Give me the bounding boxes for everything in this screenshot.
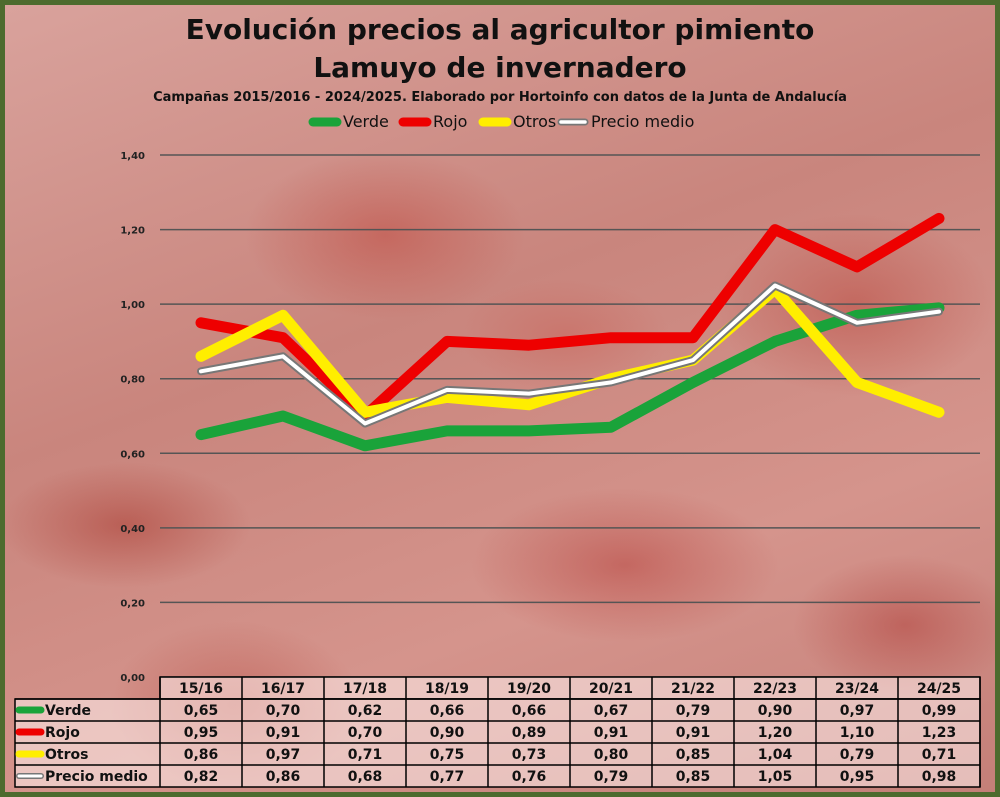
x-category-label: 17/18 — [343, 681, 387, 697]
data-label: 0,85 — [676, 747, 711, 763]
data-label: 1,23 — [922, 725, 957, 741]
data-label: 0,71 — [922, 747, 957, 763]
data-label: 0,86 — [266, 769, 301, 785]
y-tick-label: 1,20 — [120, 226, 145, 237]
data-label: 0,68 — [348, 769, 383, 785]
data-label: 1,04 — [758, 747, 793, 763]
data-label: 0,79 — [676, 703, 711, 719]
data-label: 0,70 — [266, 703, 301, 719]
data-label: 0,90 — [758, 703, 793, 719]
y-tick-label: 0,40 — [120, 524, 145, 535]
data-label: 0,66 — [512, 703, 547, 719]
data-label: 0,65 — [184, 703, 219, 719]
legend-label: Verde — [343, 112, 389, 131]
data-label: 0,90 — [430, 725, 465, 741]
data-label: 0,97 — [840, 703, 875, 719]
x-category-label: 24/25 — [917, 681, 961, 697]
y-tick-label: 0,60 — [120, 449, 145, 460]
series-line-rojo — [195, 212, 945, 422]
data-label: 0,99 — [922, 703, 957, 719]
x-category-label: 16/17 — [261, 681, 305, 697]
chart-title-line2: Lamuyo de invernadero — [313, 51, 686, 84]
table-row-label: Otros — [45, 747, 88, 763]
data-label: 0,91 — [266, 725, 301, 741]
y-tick-label: 0,00 — [120, 673, 145, 684]
x-category-label: 20/21 — [589, 681, 633, 697]
x-category-label: 22/23 — [753, 681, 797, 697]
series-line-precio-medio — [199, 283, 941, 426]
data-table: 15/16 16/17 17/18 18/19 19/20 20/21 21/22 22/23… — [14, 676, 981, 788]
legend: Verde Rojo Otros Precio medio — [308, 112, 694, 131]
data-label: 0,91 — [676, 725, 711, 741]
y-tick-label: 0,80 — [120, 375, 145, 386]
data-label: 0,75 — [430, 747, 465, 763]
y-tick-label: 0,20 — [120, 598, 145, 609]
x-category-label: 21/22 — [671, 681, 715, 697]
x-category-label: 23/24 — [835, 681, 879, 697]
data-label: 0,79 — [840, 747, 875, 763]
data-label: 0,77 — [430, 769, 465, 785]
data-label: 0,73 — [512, 747, 547, 763]
x-category-label: 19/20 — [507, 681, 551, 697]
y-axis-ticks: 0,00 0,20 0,40 0,60 0,80 1,00 1,20 1,40 — [120, 151, 145, 684]
data-label: 1,20 — [758, 725, 793, 741]
x-category-label: 15/16 — [179, 681, 223, 697]
table-row-label: Rojo — [45, 725, 80, 741]
y-tick-label: 1,00 — [120, 300, 145, 311]
x-category-label: 18/19 — [425, 681, 469, 697]
legend-label: Rojo — [433, 112, 467, 131]
data-label: 0,67 — [594, 703, 629, 719]
data-label: 0,71 — [348, 747, 383, 763]
data-label: 0,79 — [594, 769, 629, 785]
data-label: 1,10 — [840, 725, 875, 741]
chart: Evolución precios al agricultor pimiento… — [14, 13, 981, 788]
data-label: 0,91 — [594, 725, 629, 741]
data-label: 0,95 — [184, 725, 219, 741]
data-label: 0,89 — [512, 725, 547, 741]
y-tick-label: 1,40 — [120, 151, 145, 162]
data-label: 0,95 — [840, 769, 875, 785]
table-row-label: Precio medio — [45, 769, 148, 785]
data-label: 1,05 — [758, 769, 793, 785]
chart-title-line1: Evolución precios al agricultor pimiento — [186, 13, 815, 46]
data-label: 0,62 — [348, 703, 383, 719]
table-row-label: Verde — [45, 703, 91, 719]
chart-subtitle: Campañas 2015/2016 - 2024/2025. Elaborad… — [153, 90, 847, 105]
series-lines — [195, 212, 945, 452]
data-label: 0,66 — [430, 703, 465, 719]
data-label: 0,82 — [184, 769, 219, 785]
data-label: 0,70 — [348, 725, 383, 741]
data-label: 0,97 — [266, 747, 301, 763]
data-label: 0,85 — [676, 769, 711, 785]
legend-label: Otros — [513, 112, 556, 131]
legend-label: Precio medio — [591, 112, 694, 131]
data-label: 0,86 — [184, 747, 219, 763]
data-label: 0,98 — [922, 769, 957, 785]
data-label: 0,76 — [512, 769, 547, 785]
data-label: 0,80 — [594, 747, 629, 763]
